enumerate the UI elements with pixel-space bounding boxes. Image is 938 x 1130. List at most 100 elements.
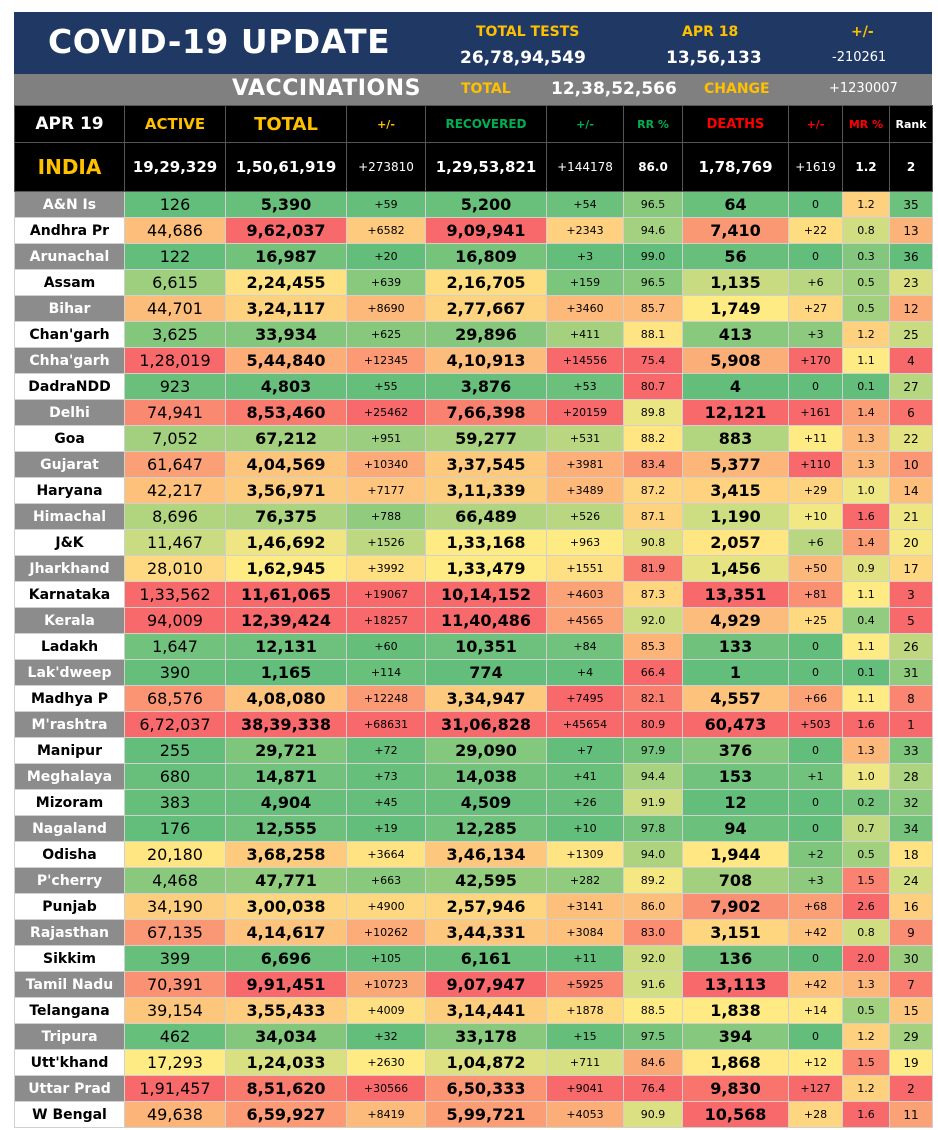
cell-recovered-change: +15: [546, 1023, 624, 1050]
cell-active: 3,625: [124, 321, 226, 348]
india-total-row: INDIA 19,29,329 1,50,61,919 +273810 1,29,53,…: [14, 142, 933, 192]
cell-deaths-change: 0: [788, 191, 843, 218]
cell-rr-pct: 82.1: [623, 685, 683, 712]
cell-deaths-change: +42: [788, 919, 843, 946]
cell-deaths-change: 0: [788, 789, 843, 816]
cell-recovered-change: +411: [546, 321, 624, 348]
table-row: Gujarat 61,647 4,04,569 +10340 3,37,545 +3981…: [14, 451, 933, 478]
cell-active: 126: [124, 191, 226, 218]
cell-total-change: +1526: [346, 529, 426, 556]
cell-total: 3,56,971: [225, 477, 347, 504]
cell-state: M'rashtra: [14, 711, 125, 738]
cell-deaths: 12,121: [682, 399, 789, 426]
cell-state: Karnataka: [14, 581, 125, 608]
cell-recovered: 14,038: [425, 763, 547, 790]
cell-deaths: 3,151: [682, 919, 789, 946]
cell-rank: 29: [889, 1023, 933, 1050]
cell-recovered-change: +3141: [546, 893, 624, 920]
cell-rank: 33: [889, 737, 933, 764]
cell-deaths-change: +28: [788, 1101, 843, 1128]
cell-recovered-change: +26: [546, 789, 624, 816]
cell-total: 67,212: [225, 425, 347, 452]
cell-recovered: 42,595: [425, 867, 547, 894]
cell-rr-pct: 88.1: [623, 321, 683, 348]
cell-recovered: 12,285: [425, 815, 547, 842]
cell-rank: 26: [889, 633, 933, 660]
cell-total: 34,034: [225, 1023, 347, 1050]
cell-state: Punjab: [14, 893, 125, 920]
cell-recovered: 4,10,913: [425, 347, 547, 374]
cell-rr-pct: 88.2: [623, 425, 683, 452]
cell-total-change: +72: [346, 737, 426, 764]
cell-state: Manipur: [14, 737, 125, 764]
table-row: Bihar 44,701 3,24,117 +8690 2,77,667 +3460 85.…: [14, 295, 933, 322]
table-row: Uttar Prad 1,91,457 8,51,620 +30566 6,50,333…: [14, 1075, 933, 1102]
cell-deaths: 4: [682, 373, 789, 400]
cell-deaths: 1,456: [682, 555, 789, 582]
cell-recovered: 3,37,545: [425, 451, 547, 478]
cell-state: P'cherry: [14, 867, 125, 894]
cell-recovered-change: +41: [546, 763, 624, 790]
cell-total-change: +8419: [346, 1101, 426, 1128]
cell-deaths-change: +12: [788, 1049, 843, 1076]
cell-rank: 7: [889, 971, 933, 998]
cell-deaths-change: +22: [788, 217, 843, 244]
cell-state: DadraNDD: [14, 373, 125, 400]
india-rank: 2: [889, 142, 933, 192]
cell-total: 33,934: [225, 321, 347, 348]
cell-deaths: 5,377: [682, 451, 789, 478]
cell-rr-pct: 75.4: [623, 347, 683, 374]
cell-active: 1,647: [124, 633, 226, 660]
cell-rr-pct: 90.8: [623, 529, 683, 556]
cell-active: 74,941: [124, 399, 226, 426]
cell-mr-pct: 1.1: [842, 347, 890, 374]
cell-state: Gujarat: [14, 451, 125, 478]
cell-active: 383: [124, 789, 226, 816]
cell-recovered: 31,06,828: [425, 711, 547, 738]
cell-total-change: +3992: [346, 555, 426, 582]
cell-mr-pct: 2.0: [842, 945, 890, 972]
table-row: Utt'khand 17,293 1,24,033 +2630 1,04,872 +711…: [14, 1049, 933, 1076]
cell-deaths-change: +1: [788, 763, 843, 790]
cell-rr-pct: 81.9: [623, 555, 683, 582]
total-tests-label: TOTAL TESTS: [476, 24, 580, 40]
cell-rank: 17: [889, 555, 933, 582]
cell-mr-pct: 1.6: [842, 711, 890, 738]
india-total: 1,50,61,919: [225, 142, 347, 192]
table-row: Nagaland 176 12,555 +19 12,285 +10 97.8 94 0 0.7 3…: [14, 815, 933, 842]
cell-recovered-change: +963: [546, 529, 624, 556]
table-row: Mizoram 383 4,904 +45 4,509 +26 91.9 12 0 0.2 32: [14, 789, 933, 816]
cell-active: 462: [124, 1023, 226, 1050]
cell-rr-pct: 94.0: [623, 841, 683, 868]
cell-mr-pct: 1.2: [842, 321, 890, 348]
cell-rank: 24: [889, 867, 933, 894]
cell-deaths-change: +3: [788, 867, 843, 894]
cell-rank: 21: [889, 503, 933, 530]
cell-rank: 16: [889, 893, 933, 920]
cell-active: 94,009: [124, 607, 226, 634]
cell-active: 390: [124, 659, 226, 686]
cell-total-change: +2630: [346, 1049, 426, 1076]
cell-state: Andhra Pr: [14, 217, 125, 244]
cell-rr-pct: 83.0: [623, 919, 683, 946]
cell-total-change: +68631: [346, 711, 426, 738]
cell-rr-pct: 91.9: [623, 789, 683, 816]
cell-total-change: +30566: [346, 1075, 426, 1102]
cell-deaths: 7,902: [682, 893, 789, 920]
cell-recovered: 3,876: [425, 373, 547, 400]
cell-state: Mizoram: [14, 789, 125, 816]
cell-state: Tamil Nadu: [14, 971, 125, 998]
cell-deaths: 1,838: [682, 997, 789, 1024]
cell-mr-pct: 1.6: [842, 1101, 890, 1128]
cell-deaths-change: +25: [788, 607, 843, 634]
cell-recovered: 3,14,441: [425, 997, 547, 1024]
cell-state: Chha'garh: [14, 347, 125, 374]
cell-rank: 36: [889, 243, 933, 270]
cell-active: 11,467: [124, 529, 226, 556]
state-table: APR 19 ACTIVE TOTAL +/- RECOVERED +/- RR % DEAT…: [14, 105, 933, 1128]
cell-recovered-change: +4565: [546, 607, 624, 634]
cell-deaths-change: +27: [788, 295, 843, 322]
cell-total: 4,14,617: [225, 919, 347, 946]
cell-active: 4,468: [124, 867, 226, 894]
vaccinations-change-value: +1230007: [829, 81, 898, 96]
